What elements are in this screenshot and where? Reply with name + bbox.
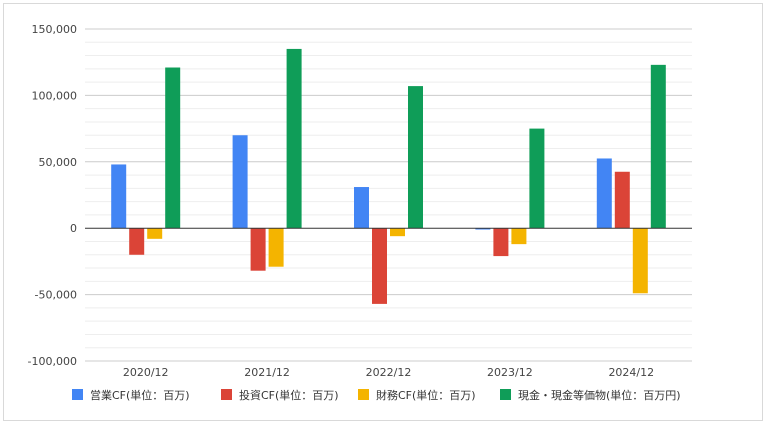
bars: [111, 48, 666, 304]
bar: [408, 86, 423, 229]
legend-swatch: [358, 389, 369, 400]
legend-swatch: [221, 389, 232, 400]
bar: [475, 228, 491, 230]
chart-frame: [3, 3, 763, 421]
bar: [529, 128, 545, 229]
legend: 営業CF(単位：百万) 投資CF(単位：百万) 財務CF(単位：百万) 現金・現金等価…: [72, 388, 681, 402]
x-tick-label: 2020/12: [123, 366, 169, 379]
legend-swatch: [500, 389, 511, 400]
legend-item[interactable]: 投資CF(単位：百万): [221, 388, 339, 402]
y-tick-label: -50,000: [35, 289, 77, 302]
legend-label: 営業CF(単位：百万): [90, 388, 190, 402]
bar: [511, 228, 527, 245]
bar: [493, 228, 509, 257]
x-tick-label: 2022/12: [366, 366, 412, 379]
x-axis: 2020/12 2021/12 2022/12 2023/12 2024/12: [123, 366, 654, 379]
bar: [596, 158, 612, 229]
legend-label: 財務CF(単位：百万): [376, 388, 476, 402]
y-tick-label: -100,000: [28, 355, 77, 368]
bar: [165, 67, 181, 229]
y-tick-label: 100,000: [32, 89, 78, 102]
x-tick-label: 2023/12: [487, 366, 533, 379]
x-tick-label: 2024/12: [608, 366, 654, 379]
legend-item[interactable]: 財務CF(単位：百万): [358, 388, 476, 402]
bar: [354, 187, 369, 229]
bar: [232, 135, 248, 229]
bar: [632, 228, 648, 294]
legend-swatch: [72, 389, 83, 400]
legend-item[interactable]: 現金・現金等価物(単位：百万円): [500, 388, 681, 402]
legend-label: 投資CF(単位：百万): [239, 388, 339, 402]
bar: [614, 171, 630, 229]
bar: [147, 228, 163, 239]
legend-label: 現金・現金等価物(単位：百万円): [518, 388, 681, 402]
bar: [250, 228, 266, 271]
bar: [111, 164, 127, 229]
y-tick-label: 0: [70, 222, 77, 235]
bar: [372, 228, 387, 304]
bar: [650, 64, 666, 229]
legend-item[interactable]: 営業CF(単位：百万): [72, 388, 190, 402]
y-tick-label: 150,000: [32, 23, 78, 36]
bar: [390, 228, 405, 237]
bar: [268, 228, 284, 267]
bar: [286, 48, 302, 229]
y-tick-label: 50,000: [39, 156, 78, 169]
bar: [129, 228, 145, 255]
y-axis: 150,000 100,000 50,000 0 -50,000 -100,000: [28, 23, 77, 368]
x-tick-label: 2021/12: [244, 366, 290, 379]
gridlines: [85, 28, 692, 362]
